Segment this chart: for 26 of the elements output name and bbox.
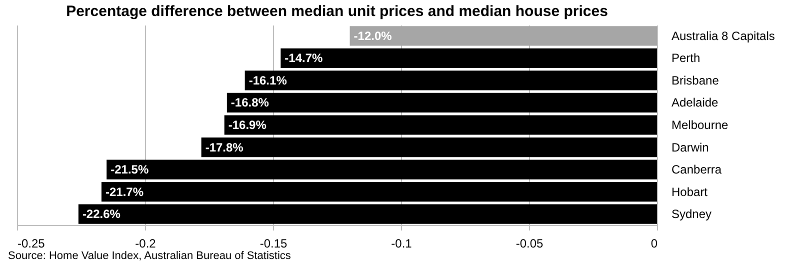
data-label: -21.7% [105, 184, 144, 199]
source-note: Source: Home Value Index, Australian Bureau of Statistics [7, 249, 292, 263]
y-tick-label: Brisbane [672, 73, 720, 88]
data-label: -12.0% [354, 28, 392, 43]
x-tick-label: -0.05 [516, 236, 544, 250]
y-tick-label: Darwin [672, 140, 709, 154]
y-tick-label: Sydney [672, 207, 712, 222]
x-tick-label: 0 [650, 236, 658, 250]
x-tick-label: -0.25 [18, 236, 46, 250]
y-tick-label: Melbourne [672, 118, 729, 132]
x-tick-label: -0.15 [260, 236, 288, 250]
y-tick-label: Canberra [672, 162, 722, 177]
x-tick-label: -0.2 [135, 236, 156, 250]
y-tick-label: Australia 8 Capitals [672, 28, 775, 43]
x-tick-label: -0.1 [391, 236, 412, 250]
y-tick-label: Hobart [672, 184, 708, 199]
data-label: -16.1% [248, 73, 288, 88]
y-tick-label: Perth [672, 51, 700, 66]
chart-title: Percentage difference between median unit prices and median house prices [66, 3, 608, 20]
y-tick-label: Adelaide [672, 96, 719, 110]
data-label: -16.9% [228, 118, 267, 132]
data-label: -17.8% [205, 140, 244, 154]
data-label: -21.5% [110, 162, 149, 177]
data-label: -14.7% [284, 51, 324, 66]
data-label: -16.8% [230, 96, 270, 110]
data-label: -22.6% [82, 207, 121, 222]
